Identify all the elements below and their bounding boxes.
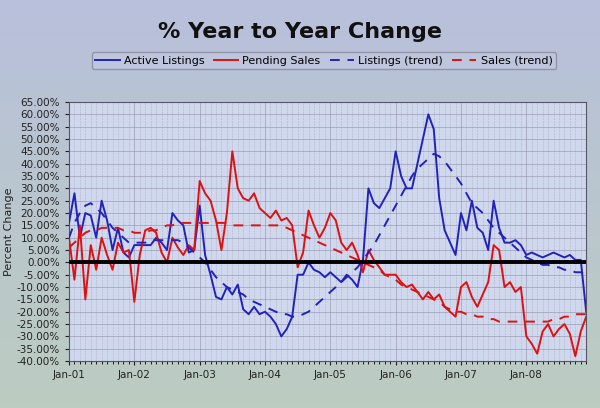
Legend: Active Listings, Pending Sales, Listings (trend), Sales (trend): Active Listings, Pending Sales, Listings… (92, 53, 556, 69)
Text: % Year to Year Change: % Year to Year Change (158, 22, 442, 42)
Y-axis label: Percent Change: Percent Change (4, 187, 14, 276)
